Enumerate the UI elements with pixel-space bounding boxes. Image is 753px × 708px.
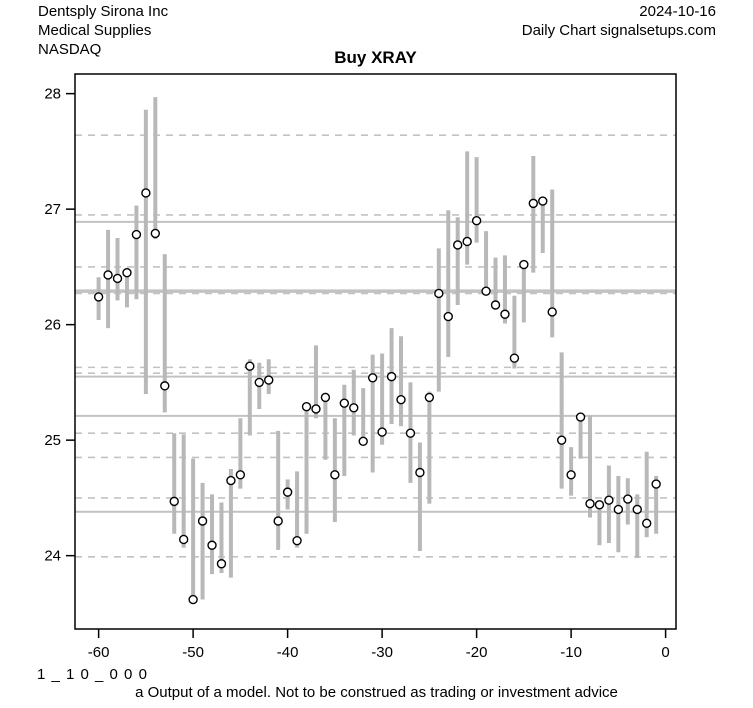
close-marker (623, 494, 633, 504)
close-marker (651, 479, 661, 489)
disclaimer-text: a Output of a model. Not to be construed… (135, 684, 618, 701)
close-marker (264, 375, 274, 385)
close-marker (197, 516, 208, 526)
close-marker (415, 467, 425, 478)
close-marker (405, 428, 416, 438)
close-marker (282, 487, 293, 497)
close-marker (178, 534, 189, 545)
close-marker (594, 500, 605, 510)
close-marker (339, 398, 350, 408)
chart-source: Daily Chart signalsetups.com (521, 22, 716, 39)
model-code-label: 1 _ 1 0 _ 0 0 0 (37, 666, 148, 683)
close-marker (519, 259, 529, 270)
x-axis-label: -50 (182, 644, 204, 661)
close-marker (386, 371, 397, 382)
close-marker (93, 292, 104, 302)
close-marker (538, 196, 548, 206)
close-marker (632, 504, 642, 515)
close-marker (471, 215, 482, 226)
close-marker (367, 373, 378, 383)
close-marker (453, 240, 463, 250)
close-marker (150, 228, 161, 239)
close-marker (462, 236, 472, 247)
y-axis-label: 26 (44, 317, 61, 334)
close-marker (226, 475, 236, 486)
y-axis-label: 28 (44, 86, 61, 103)
x-axis-label: -60 (88, 644, 110, 661)
close-marker (330, 470, 340, 480)
x-axis-label: 0 (661, 644, 669, 661)
y-axis-label: 27 (44, 201, 61, 218)
close-marker (575, 412, 586, 422)
close-marker (509, 353, 520, 363)
close-marker (642, 518, 652, 529)
close-marker (207, 540, 217, 550)
close-marker (566, 470, 576, 480)
close-marker (245, 361, 255, 371)
close-marker (585, 498, 595, 509)
x-axis-label: -10 (560, 644, 582, 661)
close-marker (377, 427, 387, 437)
close-marker (613, 504, 624, 515)
close-marker (122, 267, 132, 278)
close-marker (481, 286, 491, 296)
close-marker (396, 395, 406, 405)
plot-border (74, 73, 677, 630)
close-marker (500, 309, 510, 319)
close-marker (301, 401, 312, 412)
close-marker (320, 392, 331, 403)
close-marker (490, 300, 501, 310)
header-right-block: 2024-10-16 Daily Chart signalsetups.com (522, 2, 716, 40)
chart-date: 2024-10-16 (639, 3, 716, 20)
close-marker (160, 381, 170, 391)
close-marker (169, 496, 179, 507)
close-marker (141, 188, 151, 198)
header-left-block: Dentsply Sirona Inc Medical Supplies NAS… (38, 2, 168, 59)
x-axis-label: -40 (277, 644, 299, 661)
close-marker (311, 404, 321, 414)
close-marker (103, 270, 113, 280)
x-axis-label: -20 (466, 644, 488, 661)
close-marker (273, 516, 283, 526)
close-marker (556, 435, 567, 445)
close-marker (528, 198, 539, 209)
y-axis-label: 25 (44, 432, 61, 449)
close-marker (604, 495, 614, 505)
company-name: Dentsply Sirona Inc (38, 3, 169, 20)
company-sector: Medical Supplies (38, 22, 152, 39)
company-exchange: NASDAQ (38, 41, 102, 58)
close-marker (235, 470, 246, 480)
close-marker (358, 436, 368, 447)
close-marker (547, 307, 557, 317)
close-marker (292, 535, 302, 546)
close-marker (424, 392, 435, 403)
close-marker (131, 229, 142, 240)
close-marker (254, 377, 264, 388)
close-marker (188, 594, 198, 605)
x-axis-label: -30 (371, 644, 393, 661)
close-marker (112, 273, 123, 284)
close-marker (349, 403, 359, 413)
close-marker (216, 559, 227, 569)
close-marker (443, 311, 453, 322)
chart-title: Buy XRAY (334, 48, 417, 67)
y-axis-label: 24 (44, 548, 61, 565)
close-marker (434, 288, 444, 299)
